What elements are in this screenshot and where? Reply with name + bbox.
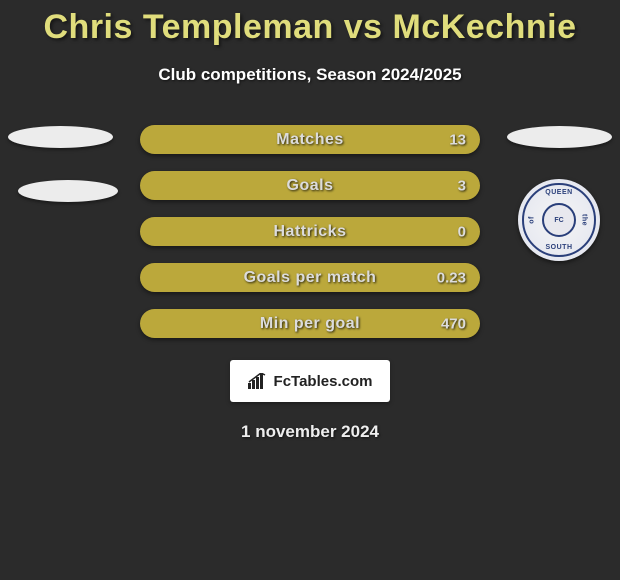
stat-value: 3: [458, 177, 466, 194]
date-label: 1 november 2024: [0, 422, 620, 442]
stat-value: 0: [458, 223, 466, 240]
badge-text-right: the: [581, 214, 588, 226]
stat-value: 13: [449, 131, 466, 148]
stat-label: Matches: [276, 131, 344, 149]
badge-center: FC: [542, 203, 576, 237]
stat-value: 470: [441, 315, 466, 332]
club-badge: QUEEN of the SOUTH FC: [518, 179, 600, 261]
brand-box[interactable]: FcTables.com: [230, 360, 390, 402]
stat-label: Goals: [287, 177, 334, 195]
player-left-placeholder: [8, 126, 113, 148]
stat-bar: Matches 13: [140, 125, 480, 154]
brand-label: FcTables.com: [274, 373, 373, 390]
subtitle: Club competitions, Season 2024/2025: [0, 65, 620, 85]
player-right-placeholder: [507, 126, 612, 148]
stat-bar: Hattricks 0: [140, 217, 480, 246]
page-title: Chris Templeman vs McKechnie: [0, 0, 620, 51]
stat-bar: Min per goal 470: [140, 309, 480, 338]
stat-value: 0.23: [437, 269, 466, 286]
badge-text-top: QUEEN: [545, 189, 572, 196]
stat-bar: Goals 3: [140, 171, 480, 200]
stat-label: Min per goal: [260, 315, 360, 333]
stats-bars: Matches 13 Goals 3 Hattricks 0 Goals per…: [140, 125, 480, 338]
player-left-placeholder: [18, 180, 118, 202]
stat-label: Goals per match: [244, 269, 377, 287]
badge-text-bottom: SOUTH: [546, 244, 573, 251]
badge-text-left: of: [528, 216, 535, 224]
chart-icon: [248, 373, 268, 389]
stat-bar: Goals per match 0.23: [140, 263, 480, 292]
stat-label: Hattricks: [274, 223, 347, 241]
